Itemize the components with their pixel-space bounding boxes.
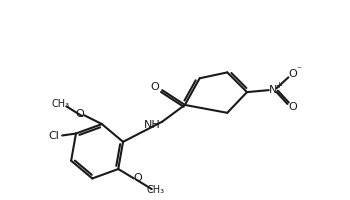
Text: O: O [288, 69, 297, 79]
Text: ⁻: ⁻ [297, 65, 302, 75]
Text: +: + [275, 81, 282, 90]
Text: O: O [134, 173, 142, 183]
Text: CH₃: CH₃ [147, 185, 165, 195]
Text: NH: NH [144, 120, 161, 130]
Text: O: O [76, 109, 85, 119]
Text: CH₃: CH₃ [51, 99, 70, 109]
Text: O: O [150, 82, 159, 92]
Text: Cl: Cl [49, 131, 60, 141]
Text: O: O [288, 102, 297, 112]
Text: N: N [268, 85, 277, 95]
